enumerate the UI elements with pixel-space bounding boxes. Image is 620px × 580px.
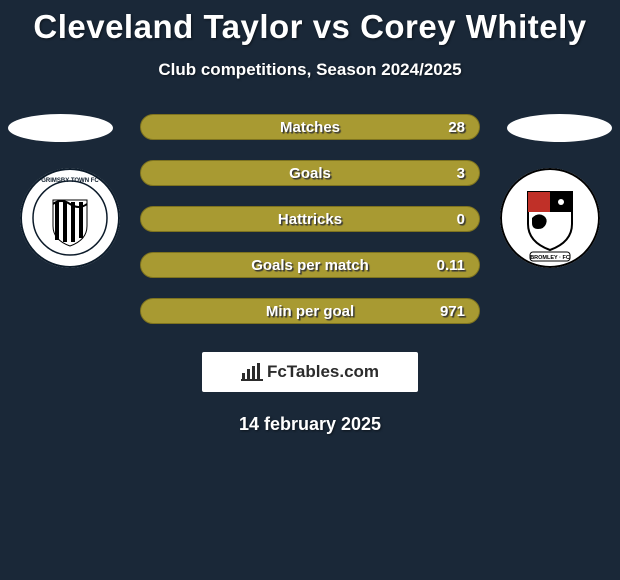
stat-label: Min per goal [266,303,354,320]
stat-value: 0.11 [437,257,465,274]
stat-bar-min-per-goal: Min per goal 971 [140,298,480,324]
stat-label: Goals per match [251,257,369,274]
svg-text:GRIMSBY TOWN FC: GRIMSBY TOWN FC [41,178,99,184]
stat-bars: Matches 28 Goals 3 Hattricks 0 Goals per… [140,114,480,324]
svg-text:BROMLEY · FC: BROMLEY · FC [530,255,570,261]
grimsby-badge-icon: GRIMSBY TOWN FC [20,168,120,268]
player-avatar-placeholder-right [507,114,612,142]
stat-bar-goals-per-match: Goals per match 0.11 [140,252,480,278]
comparison-arena: GRIMSBY TOWN FC [0,114,620,324]
stat-label: Goals [289,165,331,182]
stat-label: Hattricks [278,211,342,228]
stat-value: 3 [457,165,465,182]
stat-bar-hattricks: Hattricks 0 [140,206,480,232]
stat-bar-matches: Matches 28 [140,114,480,140]
stat-bar-goals: Goals 3 [140,160,480,186]
page-subtitle: Club competitions, Season 2024/2025 [0,60,620,80]
page-title: Cleveland Taylor vs Corey Whitely [0,0,620,46]
stat-label: Matches [280,119,340,136]
club-badge-left: GRIMSBY TOWN FC [20,168,120,268]
club-badge-right: BROMLEY · FC [500,168,600,268]
stat-value: 28 [448,119,465,136]
comparison-card: Cleveland Taylor vs Corey Whitely Club c… [0,0,620,580]
player-avatar-placeholder-left [8,114,113,142]
bromley-badge-icon: BROMLEY · FC [500,168,600,268]
stat-value: 0 [457,211,465,228]
stat-value: 971 [440,303,465,320]
brand-text: FcTables.com [267,362,379,382]
generated-date: 14 february 2025 [0,414,620,435]
brand-badge: FcTables.com [202,352,418,392]
bar-chart-icon [241,363,263,381]
